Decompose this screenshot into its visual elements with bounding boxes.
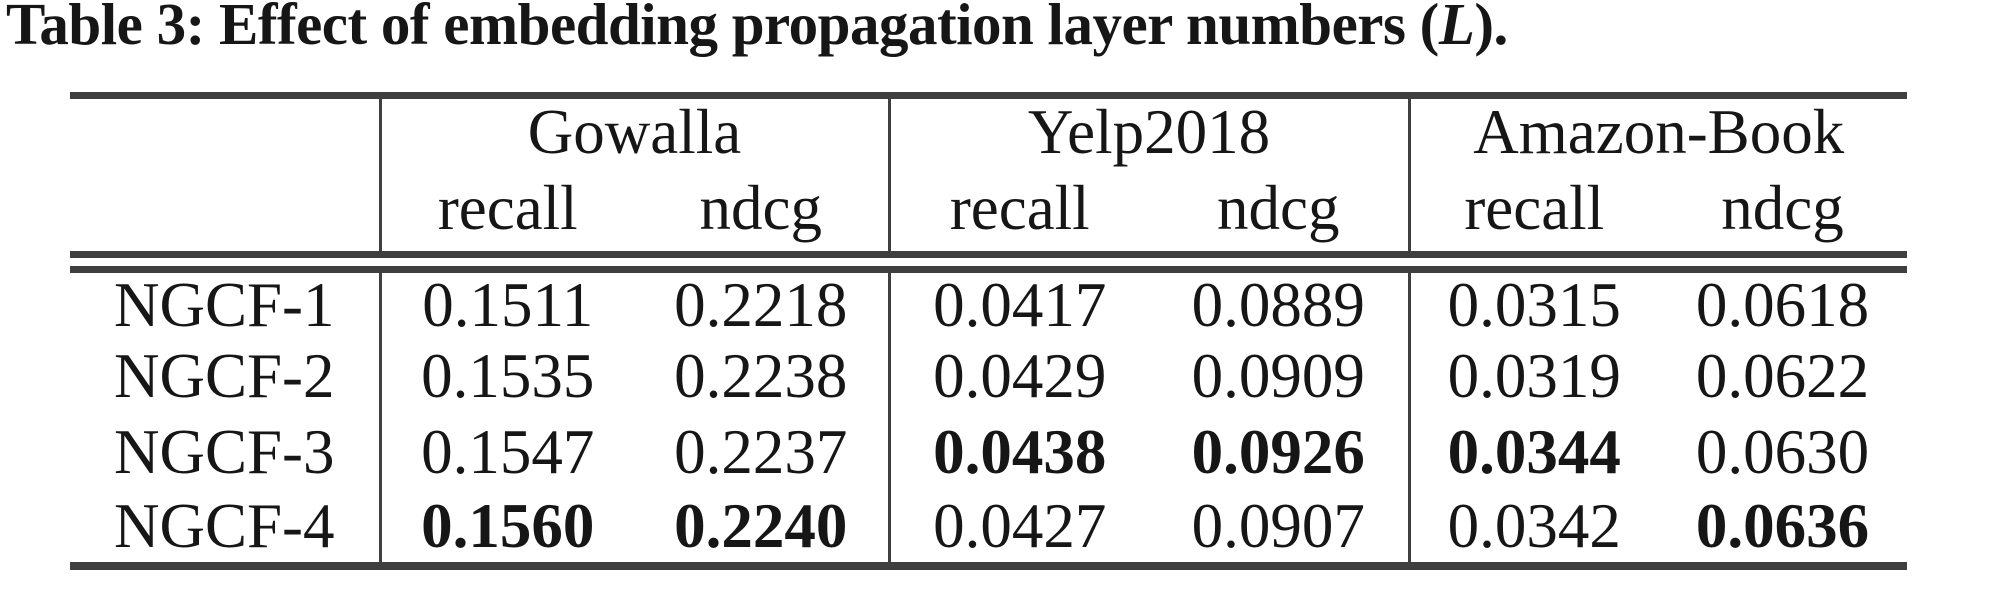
header-amazon-book-recall: recall [1409,165,1658,273]
header-yelp2018-ndcg: ndcg [1149,165,1411,273]
corner-cell [70,95,382,273]
metric-value: 0.0622 [1695,340,1870,411]
header-yelp2018-recall: recall [889,165,1149,273]
metric-value: 0.0319 [1447,340,1621,411]
metric-value: 0.0618 [1695,270,1870,340]
metric-value: 0.0315 [1447,270,1621,340]
metric-value: 0.0342 [1447,490,1621,561]
table-row: NGCF-1 0.1511 0.2218 0.0417 0.0889 0.0315 0.06… [70,262,1907,338]
col-group-gowalla: Gowalla [380,95,891,165]
table-row: NGCF-2 0.1535 0.2238 0.0429 0.0909 0.0319 0.06… [70,338,1907,414]
metric-value: 0.1560 [421,490,595,561]
metric-value: 0.0427 [933,490,1107,561]
dataset-header-row: Gowalla Yelp2018 Amazon-Book [70,95,1907,273]
header-gowalla-recall: recall [380,165,634,273]
metric-value: 0.0926 [1149,414,1411,490]
table-caption: Table 3: Effect of embedding propagation… [6,0,1508,60]
metric-value: 0.1535 [421,340,595,411]
metric-value: 0.0889 [1149,262,1411,338]
metric-value: 0.1547 [421,416,595,487]
table-body: NGCF-1 0.1511 0.2218 0.0417 0.0889 0.0315 0.06… [70,262,1907,566]
metric-value: 0.0344 [1447,416,1621,487]
col-group-yelp2018: Yelp2018 [889,95,1411,165]
metric-value: 0.0429 [933,340,1107,411]
metric-value: 0.2218 [634,262,891,338]
results-table: Gowalla Yelp2018 Amazon-Book recall ndcg… [70,92,1907,570]
row-label: NGCF-3 [70,414,382,490]
col-group-amazon-book: Amazon-Book [1473,96,1845,167]
metric-value: 0.0630 [1695,416,1870,487]
caption-text: Table 3: Effect of embedding propagation… [6,0,1439,57]
metric-value: 0.2238 [634,338,891,414]
header-amazon-book-ndcg: ndcg [1658,165,1907,273]
metric-value: 0.2240 [634,490,891,566]
metric-value: 0.0417 [933,270,1107,340]
row-label: NGCF-2 [70,338,382,414]
metric-value: 0.2237 [634,414,891,490]
caption-suffix: ). [1474,0,1508,57]
table-row: NGCF-4 0.1560 0.2240 0.0427 0.0907 0.0342 0.06… [70,490,1907,566]
metric-value: 0.1511 [422,270,594,340]
metric-value: 0.0907 [1149,490,1411,566]
metric-header-row: recall ndcg recall ndcg recall ndcg [70,165,1907,273]
table-header: Gowalla Yelp2018 Amazon-Book recall ndcg… [70,95,1907,273]
row-label: NGCF-4 [70,490,382,566]
metric-value: 0.0636 [1695,490,1870,561]
table-row: NGCF-3 0.1547 0.2237 0.0438 0.0926 0.0344 0.06… [70,414,1907,490]
row-label: NGCF-1 [70,262,382,338]
caption-variable-l: L [1438,0,1475,57]
metric-value: 0.0438 [933,416,1107,487]
header-gowalla-ndcg: ndcg [634,165,891,273]
metric-value: 0.0909 [1149,338,1411,414]
